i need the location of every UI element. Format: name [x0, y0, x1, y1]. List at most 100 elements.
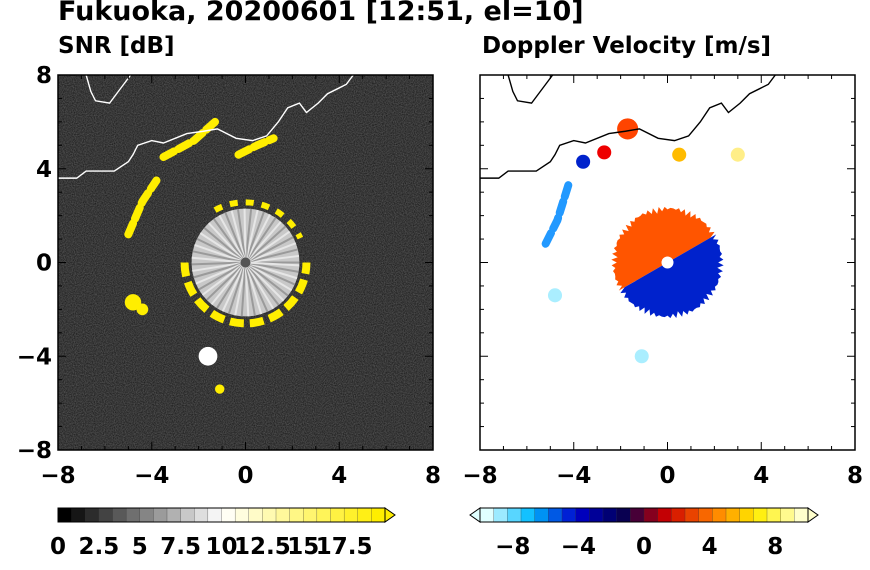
echo-patch: [124, 294, 142, 311]
echo-ray: [244, 262, 250, 317]
colorbar-cell: [575, 507, 590, 523]
colorbar-cell: [493, 507, 508, 523]
echo-patch: [672, 147, 687, 162]
echo-ray: [244, 261, 289, 297]
echo-layer: [58, 75, 354, 394]
echo-layer: [480, 75, 776, 364]
colorbar-cell: [316, 507, 332, 523]
x-tick-label: −8: [40, 463, 75, 489]
x-tick-label: 4: [753, 463, 769, 489]
echo-ray: [194, 244, 246, 264]
echo-band: [159, 117, 220, 162]
x-tick-label: −8: [462, 463, 497, 489]
colorbar-cell: [248, 507, 264, 523]
y-tick-label: −4: [17, 344, 52, 370]
colorbar-cell: [234, 507, 250, 523]
echo-ray: [244, 217, 277, 264]
colorbar-cell: [671, 507, 686, 523]
echo-ray: [245, 248, 299, 264]
echo-ray: [244, 211, 265, 263]
colorbar-tick-label: 5: [132, 534, 148, 560]
colorbar-cell: [180, 507, 195, 523]
echo-ray: [193, 261, 246, 279]
echo-ray: [244, 209, 259, 263]
echo-ray: [244, 225, 287, 264]
snr-panel: −8 −4 0 4 8 −8 −4 0 4 8: [17, 63, 441, 489]
x-tick-label: 0: [237, 463, 253, 489]
echo-ray: [244, 261, 285, 302]
colorbar-cell: [357, 507, 373, 523]
echo-ray: [244, 230, 291, 264]
colorbar-cell: [139, 507, 155, 523]
x-tick-label: −4: [556, 463, 591, 489]
colorbar-extend-max: [384, 507, 396, 523]
colorbar-extend-min: [469, 507, 481, 523]
echo-ray: [216, 261, 247, 309]
colorbar-tick-label: −4: [561, 534, 596, 560]
colorbar-cell: [602, 507, 618, 523]
colorbar-cell: [520, 507, 536, 523]
echo-ray: [244, 221, 282, 264]
colorbar-cell: [112, 507, 127, 523]
echo-band: [124, 176, 161, 239]
colorbar-tick-label: 0: [50, 534, 66, 560]
echo-ray: [191, 261, 246, 266]
echo-patch: [215, 384, 225, 394]
echo-ray: [203, 227, 247, 264]
echo-ray: [221, 262, 247, 312]
colorbar-cell: [479, 507, 495, 523]
colorbar-cell: [85, 507, 100, 523]
colorbar-tick-label: 10: [205, 534, 237, 560]
colorbar-cell: [698, 507, 713, 523]
velocity-panel: −8 −4 0 4 8: [462, 74, 863, 489]
echo-ray: [244, 214, 271, 263]
colorbar-cell: [589, 507, 604, 523]
colorbar-cell: [153, 507, 168, 523]
echo-ray: [244, 261, 280, 306]
y-tick-label: 8: [36, 63, 52, 89]
colorbar-tick-label: 12.5: [234, 534, 291, 560]
colorbar-cell: [630, 507, 645, 523]
echo-ray: [244, 208, 253, 263]
x-tick-label: 8: [425, 463, 441, 489]
echo-ray: [230, 210, 247, 263]
colorbar-tick-label: 7.5: [160, 534, 201, 560]
colorbar-cell: [194, 507, 209, 523]
colorbar-cell: [371, 507, 386, 523]
colorbar-cell: [794, 507, 809, 523]
colorbar-cell: [207, 507, 223, 523]
colorbar-extend-max: [807, 507, 819, 523]
colorbar-cell: [221, 507, 236, 523]
colorbar-tick-label: 8: [767, 534, 783, 560]
y-tick-label: −8: [17, 438, 52, 464]
echo-patch: [730, 147, 745, 162]
echo-ray: [213, 218, 247, 264]
echo-patch: [547, 288, 563, 303]
echo-ray: [218, 214, 247, 263]
echo-ray: [201, 261, 247, 296]
colorbar-cell: [57, 507, 73, 523]
echo-sector: [611, 206, 715, 291]
x-tick-label: 0: [659, 463, 675, 489]
echo-ray: [245, 261, 300, 267]
echo-ray: [244, 261, 275, 310]
radar-site-marker: [240, 257, 251, 268]
echo-ray: [245, 261, 296, 286]
colorbar-cell: [303, 507, 318, 523]
colorbar-cell: [780, 507, 795, 523]
echo-ray: [192, 250, 246, 264]
echo-ray: [237, 208, 247, 263]
echo-ray: [224, 212, 247, 263]
echo-patch: [617, 118, 639, 140]
echo-patch: [576, 154, 591, 169]
colorbar-cell: [507, 507, 522, 523]
echo-ring-south: [180, 262, 311, 328]
echo-ray: [199, 232, 247, 264]
echo-ray: [191, 256, 246, 264]
echo-ray: [244, 262, 256, 316]
figure-title: Fukuoka, 20200601 [12:51, el=10]: [58, 0, 584, 27]
colorbar-cell: [125, 507, 141, 523]
echo-patch: [597, 145, 612, 160]
echo-ray: [245, 236, 294, 264]
